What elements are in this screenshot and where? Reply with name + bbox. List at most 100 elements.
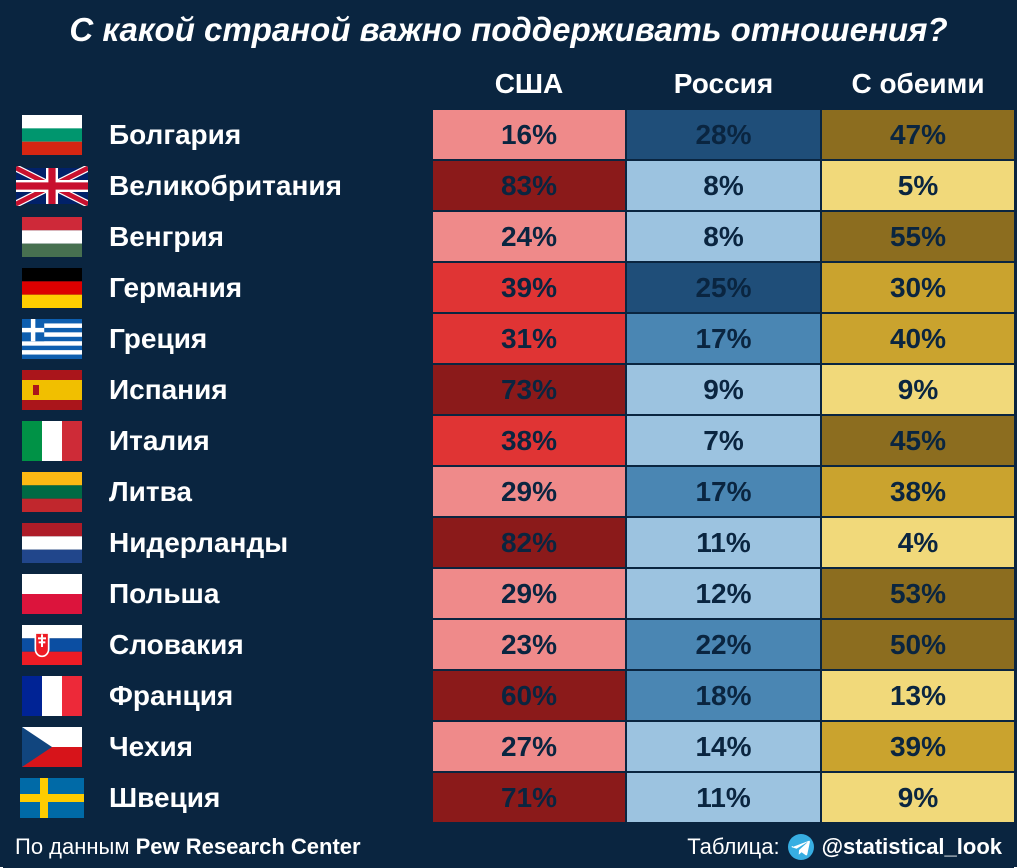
both-value: 47% xyxy=(821,109,1015,160)
usa-value: 38% xyxy=(432,415,626,466)
usa-value: 39% xyxy=(432,262,626,313)
table-row: Великобритания83%8%5% xyxy=(4,160,1015,211)
data-table-container: С какой страной важно поддерживать отнош… xyxy=(0,0,1017,867)
flag-icon xyxy=(16,523,88,563)
russia-value: 18% xyxy=(626,670,821,721)
table-row: Чехия27%14%39% xyxy=(4,721,1015,772)
flag-icon xyxy=(16,727,88,767)
flag-cell xyxy=(4,415,100,466)
country-name: Болгария xyxy=(100,109,432,160)
country-name: Литва xyxy=(100,466,432,517)
russia-value: 9% xyxy=(626,364,821,415)
flag-icon xyxy=(16,472,88,512)
russia-value: 12% xyxy=(626,568,821,619)
country-name: Словакия xyxy=(100,619,432,670)
both-value: 13% xyxy=(821,670,1015,721)
usa-value: 23% xyxy=(432,619,626,670)
russia-value: 14% xyxy=(626,721,821,772)
both-value: 53% xyxy=(821,568,1015,619)
russia-value: 22% xyxy=(626,619,821,670)
table-row: Греция31%17%40% xyxy=(4,313,1015,364)
flag-icon xyxy=(16,421,88,461)
usa-value: 31% xyxy=(432,313,626,364)
russia-value: 11% xyxy=(626,772,821,823)
usa-value: 29% xyxy=(432,568,626,619)
table-row: Словакия23%22%50% xyxy=(4,619,1015,670)
usa-value: 73% xyxy=(432,364,626,415)
flag-cell xyxy=(4,211,100,262)
russia-value: 7% xyxy=(626,415,821,466)
table-row: Нидерланды82%11%4% xyxy=(4,517,1015,568)
table-row: Болгария16%28%47% xyxy=(4,109,1015,160)
telegram-icon xyxy=(788,834,814,860)
header-country xyxy=(100,58,432,109)
both-value: 38% xyxy=(821,466,1015,517)
both-value: 9% xyxy=(821,772,1015,823)
russia-value: 28% xyxy=(626,109,821,160)
both-value: 40% xyxy=(821,313,1015,364)
header-russia: Россия xyxy=(626,58,821,109)
flag-cell xyxy=(4,313,100,364)
table-row: Германия39%25%30% xyxy=(4,262,1015,313)
table-row: Франция60%18%13% xyxy=(4,670,1015,721)
country-relations-table: США Россия С обеими Болгария16%28%47%Вел… xyxy=(3,57,1016,824)
both-value: 9% xyxy=(821,364,1015,415)
footer-handle: @statistical_look xyxy=(822,834,1002,860)
flag-icon xyxy=(16,625,88,665)
flag-cell xyxy=(4,568,100,619)
header-row: США Россия С обеими xyxy=(4,58,1015,109)
usa-value: 24% xyxy=(432,211,626,262)
footer-source-name: Pew Research Center xyxy=(136,834,361,859)
footer-source-prefix: По данным xyxy=(15,834,129,859)
flag-cell xyxy=(4,364,100,415)
usa-value: 60% xyxy=(432,670,626,721)
russia-value: 17% xyxy=(626,313,821,364)
flag-icon xyxy=(16,778,88,818)
country-name: Испания xyxy=(100,364,432,415)
usa-value: 27% xyxy=(432,721,626,772)
both-value: 45% xyxy=(821,415,1015,466)
country-name: Италия xyxy=(100,415,432,466)
table-row: Италия38%7%45% xyxy=(4,415,1015,466)
russia-value: 17% xyxy=(626,466,821,517)
russia-value: 25% xyxy=(626,262,821,313)
flag-cell xyxy=(4,772,100,823)
usa-value: 71% xyxy=(432,772,626,823)
country-name: Венгрия xyxy=(100,211,432,262)
flag-icon xyxy=(16,115,88,155)
flag-icon xyxy=(16,217,88,257)
flag-cell xyxy=(4,109,100,160)
usa-value: 16% xyxy=(432,109,626,160)
both-value: 55% xyxy=(821,211,1015,262)
table-row: Венгрия24%8%55% xyxy=(4,211,1015,262)
both-value: 5% xyxy=(821,160,1015,211)
flag-icon xyxy=(16,574,88,614)
country-name: Польша xyxy=(100,568,432,619)
flag-icon xyxy=(16,319,88,359)
flag-cell xyxy=(4,262,100,313)
country-name: Нидерланды xyxy=(100,517,432,568)
flag-cell xyxy=(4,517,100,568)
flag-cell xyxy=(4,619,100,670)
usa-value: 29% xyxy=(432,466,626,517)
usa-value: 83% xyxy=(432,160,626,211)
russia-value: 11% xyxy=(626,517,821,568)
footer-credit: Таблица: @statistical_look xyxy=(687,834,1002,860)
header-flag xyxy=(4,58,100,109)
both-value: 39% xyxy=(821,721,1015,772)
table-row: Литва29%17%38% xyxy=(4,466,1015,517)
country-name: Франция xyxy=(100,670,432,721)
flag-cell xyxy=(4,466,100,517)
table-title: С какой страной важно поддерживать отнош… xyxy=(3,3,1014,57)
country-name: Великобритания xyxy=(100,160,432,211)
country-name: Германия xyxy=(100,262,432,313)
flag-cell xyxy=(4,670,100,721)
header-both: С обеими xyxy=(821,58,1015,109)
both-value: 50% xyxy=(821,619,1015,670)
russia-value: 8% xyxy=(626,160,821,211)
both-value: 30% xyxy=(821,262,1015,313)
country-name: Чехия xyxy=(100,721,432,772)
flag-icon xyxy=(16,166,88,206)
both-value: 4% xyxy=(821,517,1015,568)
flag-cell xyxy=(4,721,100,772)
